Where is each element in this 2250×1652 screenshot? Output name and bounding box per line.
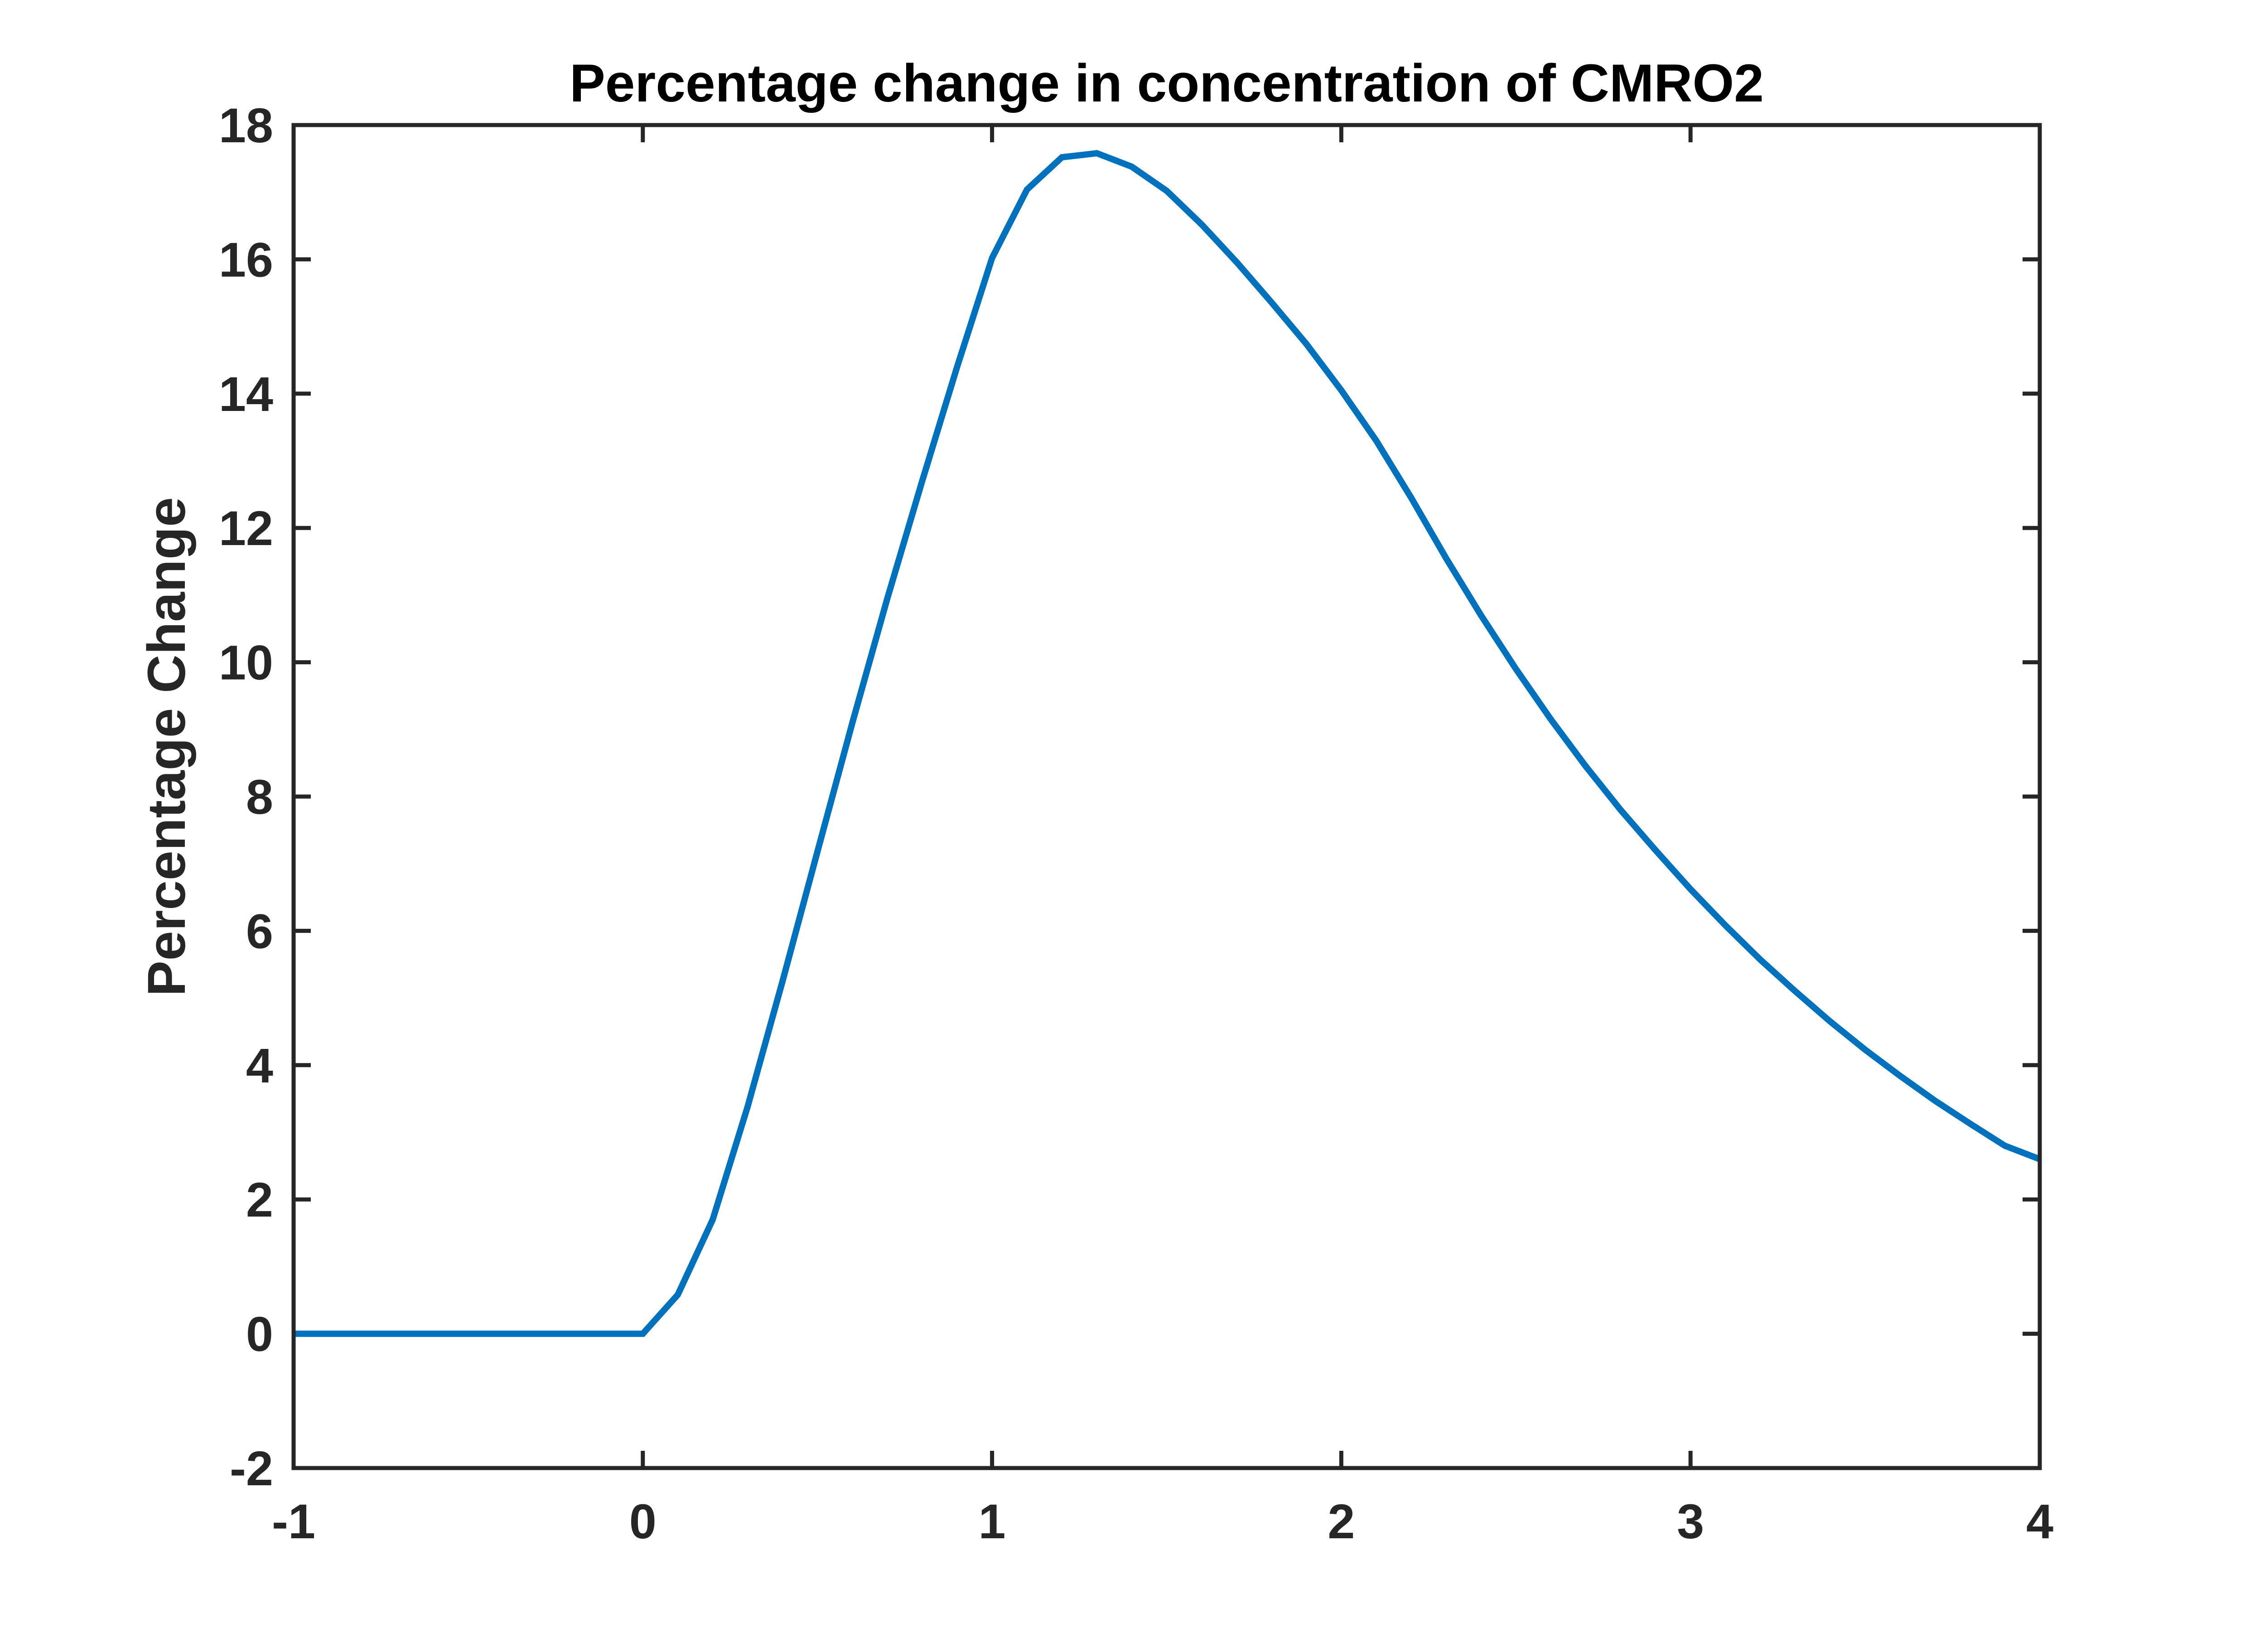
x-tick-label: 3	[1677, 1494, 1704, 1549]
plot-background	[294, 125, 2040, 1468]
y-tick-label: -2	[230, 1441, 273, 1496]
y-tick-label: 10	[219, 635, 273, 690]
axes-box	[291, 123, 2042, 1470]
chart-title: Percentage change in concentration of CM…	[570, 53, 1764, 113]
x-tick-label: 1	[979, 1494, 1006, 1549]
x-tick-label: -1	[272, 1494, 315, 1549]
y-tick-label: 0	[246, 1307, 273, 1362]
y-axis-label: Percentage Change	[137, 497, 197, 996]
y-tick-label: 14	[219, 367, 273, 421]
series-line	[294, 150, 2041, 1337]
y-tick-label: 6	[246, 903, 273, 958]
y-tick-label: 2	[246, 1172, 273, 1227]
plot-area	[291, 123, 2042, 1470]
y-tick-label: 4	[246, 1038, 273, 1093]
y-tick-label: 12	[219, 501, 273, 555]
x-tick-label: 2	[1328, 1494, 1355, 1549]
series-layer	[294, 150, 2041, 1337]
y-tick-label: 8	[246, 769, 273, 824]
y-tick-label: 18	[219, 98, 273, 153]
x-tick-label: 4	[2026, 1494, 2053, 1549]
y-tick-label: 16	[219, 232, 273, 287]
x-tick-label: 0	[629, 1494, 657, 1549]
